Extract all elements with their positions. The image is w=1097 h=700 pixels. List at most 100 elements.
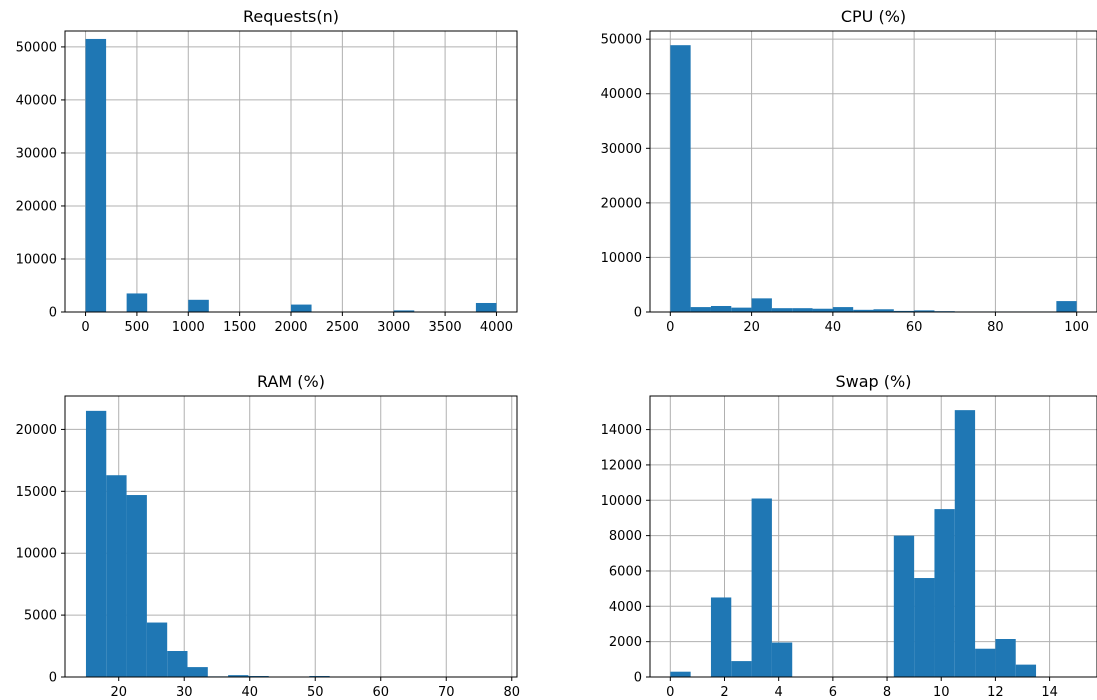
y-tick-label: 5000 (24, 609, 57, 624)
chart-title: Requests(n) (243, 7, 339, 26)
y-tick-label: 10000 (601, 494, 642, 509)
x-tick-label: 60 (372, 685, 389, 700)
y-tick-label: 30000 (601, 142, 642, 157)
x-tick-label: 10 (933, 685, 950, 700)
histogram-bar (167, 651, 188, 677)
histogram-bar (975, 648, 996, 677)
y-tick-label: 20000 (16, 423, 57, 438)
y-tick-label: 40000 (601, 87, 642, 102)
y-tick-label: 4000 (609, 600, 642, 615)
histogram-bar (1015, 664, 1037, 677)
x-tick-label: 70 (438, 685, 455, 700)
histogram-bar (187, 667, 208, 677)
x-tick-label: 3000 (377, 320, 410, 335)
swap-histogram-panel: 0 2 4 6 8 10 12 14 0 2000 4000 6000 8000 10000 12000 14… (601, 372, 1097, 700)
histogram-bar (731, 307, 752, 312)
histogram-bar (771, 308, 793, 312)
histogram-bar (914, 310, 935, 312)
histogram-bar (126, 293, 148, 312)
histogram-bar (751, 498, 772, 677)
histogram-bar (812, 308, 833, 312)
y-tick-label: 10000 (16, 547, 57, 562)
x-tick-label: 40 (825, 320, 842, 335)
x-tick-label: 0 (81, 320, 89, 335)
x-tick-label: 12 (987, 685, 1004, 700)
y-tick-label: 20000 (16, 199, 57, 214)
x-tick-label: 2500 (326, 320, 359, 335)
x-tick-label: 80 (503, 685, 520, 700)
y-tick-label: 40000 (16, 93, 57, 108)
x-tick-label: 4 (775, 685, 783, 700)
x-tick-label: 1000 (172, 320, 205, 335)
histogram-bar (1056, 301, 1077, 312)
histogram-bar (126, 495, 147, 677)
x-tick-label: 1500 (223, 320, 256, 335)
y-tick-label: 50000 (16, 40, 57, 55)
y-tick-label: 10000 (16, 252, 57, 267)
x-tick-label: 40 (241, 685, 258, 700)
x-tick-label: 0 (666, 320, 674, 335)
ram-histogram-panel: 20 30 40 50 60 70 80 0 5000 10000 15000 20000 RAM (%… (16, 372, 520, 700)
histogram-bar (710, 305, 732, 312)
x-tick-label: 8 (883, 685, 891, 700)
histogram-bar (475, 302, 497, 312)
axes-frame (64, 395, 518, 678)
x-tick-label: 6 (829, 685, 837, 700)
y-tick-label: 8000 (609, 529, 642, 544)
axes-frame (649, 395, 1097, 678)
histogram-bar (670, 45, 691, 313)
histogram-bar (393, 310, 415, 312)
histogram-bar (914, 578, 935, 677)
x-tick-label: 30 (176, 685, 193, 700)
histogram-bar (771, 642, 793, 677)
x-tick-label: 60 (906, 320, 923, 335)
histogram-bar (873, 309, 894, 312)
y-tick-label: 14000 (601, 423, 642, 438)
histogram-bar (670, 671, 691, 677)
histogram-bar (146, 622, 168, 677)
x-tick-label: 14 (1041, 685, 1058, 700)
histogram-bar (188, 299, 209, 312)
histogram-bar (731, 661, 752, 677)
chart-title: RAM (%) (257, 372, 325, 391)
x-tick-label: 4000 (480, 320, 513, 335)
y-tick-label: 2000 (609, 635, 642, 650)
histogram-bar (934, 509, 955, 677)
x-tick-label: 2 (720, 685, 728, 700)
histogram-bar (893, 535, 915, 677)
y-tick-label: 6000 (609, 564, 642, 579)
cpu-histogram-panel: 0 20 40 60 80 100 0 10000 20000 30000 40000 50000 CP… (601, 7, 1097, 335)
x-tick-label: 3500 (429, 320, 462, 335)
histogram-bar (832, 307, 854, 312)
chart-title: Swap (%) (836, 372, 912, 391)
y-tick-label: 0 (49, 306, 57, 321)
histogram-bar (995, 639, 1016, 677)
x-tick-label: 100 (1064, 320, 1089, 335)
x-tick-label: 2000 (274, 320, 307, 335)
y-tick-label: 20000 (601, 196, 642, 211)
histogram-bar (853, 309, 874, 312)
x-tick-label: 0 (666, 685, 674, 700)
y-tick-label: 50000 (601, 33, 642, 48)
histogram-bar (85, 38, 107, 313)
histogram-bar (751, 298, 772, 312)
x-tick-label: 500 (124, 320, 149, 335)
histogram-bar (106, 475, 127, 677)
histogram-bar (792, 308, 813, 312)
y-tick-label: 10000 (601, 251, 642, 266)
histogram-bar (85, 410, 107, 677)
histogram-bar (291, 304, 312, 312)
histogram-bar (690, 307, 711, 312)
y-tick-label: 30000 (16, 146, 57, 161)
x-tick-label: 80 (987, 320, 1004, 335)
x-tick-label: 20 (743, 320, 760, 335)
y-tick-label: 12000 (601, 458, 642, 473)
axes-frame (649, 30, 1097, 313)
histogram-bar (954, 410, 976, 677)
y-tick-label: 0 (49, 671, 57, 686)
histogram-bar (228, 675, 249, 677)
x-tick-label: 50 (307, 685, 324, 700)
x-tick-label: 20 (110, 685, 127, 700)
histogram-bar (893, 310, 915, 312)
